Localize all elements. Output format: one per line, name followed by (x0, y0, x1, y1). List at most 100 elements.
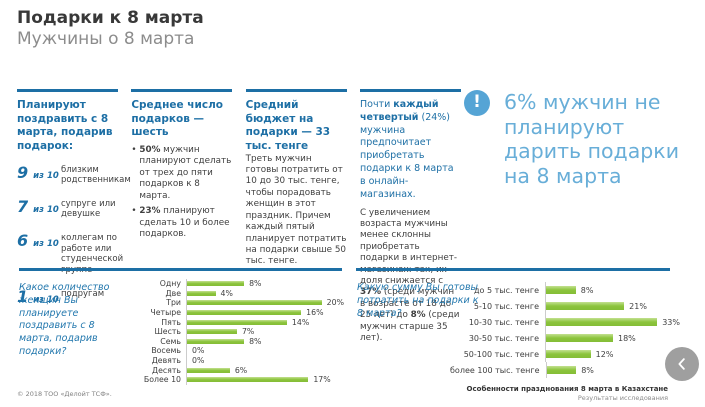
chart-gift-count: Одну 8% Две 4% Три 20% Четыре 16% Пять 14% Шесть 7%… (128, 279, 344, 385)
bar-label: более 100 тыс. тенге (450, 365, 540, 375)
chart-bar-row: 5-10 тыс. тенге 21% (450, 298, 680, 314)
bullet-list: • 50% мужчин планируют сделать от трех до… (131, 145, 232, 240)
bar (187, 319, 287, 325)
bar-track: 8% (186, 279, 344, 289)
column-text: Треть мужчин готовы потратить от 10 до 3… (245, 153, 347, 267)
bar (187, 290, 216, 296)
bar-value: 33% (662, 317, 680, 327)
bullet-item: • 50% мужчин планируют сделать от трех до… (131, 145, 232, 201)
prev-slide-button[interactable] (665, 347, 699, 381)
document-subtitle: Результаты исследования (577, 394, 668, 402)
bar (546, 334, 613, 342)
bar-label: 5-10 тыс. тенге (473, 301, 539, 311)
key-fact-text: 6% мужчин не планируют дарить подарки на… (504, 90, 680, 188)
bar-track: 8% (545, 282, 680, 298)
info-column-avg-count: Среднее число подарков — шесть • 50% мужч… (131, 89, 233, 265)
bullet-icon: • (131, 206, 137, 217)
chart-bar-row: Девять 0% (128, 355, 344, 366)
document-meta: Особенности празднования 8 марта в Казах… (467, 385, 668, 402)
bar-value: 8% (249, 336, 262, 346)
bar-value: 14% (291, 317, 310, 327)
bar-track: 33% (545, 314, 680, 330)
bullet-item: • 23% планируют сделать 10 и более подарк… (131, 206, 230, 239)
bar (187, 367, 230, 373)
ratio-stat-row: 7 из 10 супруге или девушке (17, 197, 118, 220)
bar-value: 6% (234, 365, 248, 375)
ratio-value: 6 из 10 (17, 231, 59, 251)
bar-value: 0% (192, 356, 205, 366)
bar (546, 318, 658, 326)
bar-value: 8% (581, 365, 594, 375)
chart-bar-row: Шесть 7% (128, 326, 344, 337)
info-columns: Планируют поздравить с 8 марта, подарив … (17, 89, 461, 343)
bar-label: 30-50 тыс. тенге (468, 333, 539, 343)
bar-track: 20% (186, 298, 344, 308)
chevron-left-icon (673, 355, 691, 373)
bar-label: Более 10 (143, 375, 181, 385)
chart-bar-row: до 5 тыс. тенге 8% (450, 282, 680, 298)
question-gift-count: Какое количество женщин Вы планируете по… (19, 282, 110, 358)
chart-bar-row: Одну 8% (128, 279, 344, 289)
bar-track: 0% (186, 346, 344, 356)
bullet-icon: • (131, 145, 137, 155)
ratio-label: близким родственникам (61, 164, 131, 186)
page-subtitle: Мужчины о 8 марта (17, 29, 195, 49)
bar-track: 6% (186, 365, 344, 375)
column-text-highlighted: Почти каждый четвертый (24%) мужчина пре… (359, 99, 454, 200)
chart-bar-row: 10-30 тыс. тенге 33% (450, 314, 680, 330)
bar (187, 338, 245, 344)
divider-right (356, 268, 670, 271)
bar (187, 377, 309, 383)
bar-value: 17% (313, 375, 331, 385)
ratio-value: 7 из 10 (17, 196, 59, 216)
divider-left (19, 268, 342, 271)
bar (546, 366, 577, 374)
chart-bar-row: Три 20% (128, 298, 344, 308)
bar-label: Четыре (150, 308, 181, 318)
ratio-stat-row: 9 из 10 близким родственникам (17, 162, 131, 186)
bar-label: Пять (161, 317, 181, 327)
chart-bar-row: Две 4% (128, 288, 344, 299)
bar-track: 4% (186, 288, 344, 299)
page-title: Подарки к 8 марта (17, 8, 204, 28)
bar-value: 8% (249, 279, 262, 289)
bar-label: Три (166, 298, 181, 308)
bar-value: 4% (220, 288, 233, 298)
bar-label: Семь (160, 336, 181, 346)
column-text: С увеличением возраста мужчины менее скл… (359, 207, 460, 344)
info-column-plan: Планируют поздравить с 8 марта, подарив … (17, 89, 131, 306)
bar-label: Девять (151, 356, 181, 366)
bar-label: Две (165, 288, 181, 298)
chart-bar-row: Более 10 17% (128, 374, 344, 385)
bar-label: Десять (151, 365, 181, 375)
bar (546, 302, 625, 310)
column-heading: Средний бюджет на подарки — 33 тыс. тенг… (245, 99, 331, 152)
bar-label: 10-30 тыс. тенге (468, 317, 539, 327)
key-fact: ! 6% мужчин не планируют дарить подарки … (464, 90, 689, 188)
bar-value: 20% (326, 298, 344, 308)
chart-bar-row: 50-100 тыс. тенге 12% (450, 346, 680, 362)
ratio-label: супруге или девушке (61, 198, 116, 220)
info-column-online: Почти каждый четвертый (24%) мужчина пре… (359, 89, 461, 343)
ratio-value: 1 из 10 (17, 286, 59, 306)
bar-track: 8% (545, 362, 680, 378)
bar-value: 21% (629, 301, 647, 311)
bar-label: Восемь (151, 346, 181, 356)
chart-bar-row: Семь 8% (128, 336, 344, 347)
bar-track: 14% (186, 317, 344, 327)
chart-bar-row: более 100 тыс. тенге 8% (450, 362, 680, 378)
bar (546, 286, 576, 294)
chart-bar-row: Десять 6% (128, 365, 344, 375)
bar (187, 329, 237, 335)
ratio-value: 9 из 10 (17, 162, 59, 182)
column-heading: Планируют поздравить с 8 марта, подарив … (17, 99, 113, 152)
bar-track: 8% (186, 336, 344, 347)
bar (187, 300, 322, 306)
chart-bar-row: 30-50 тыс. тенге 18% (450, 330, 680, 346)
chart-bar-row: Восемь 0% (128, 346, 344, 356)
bar-track: 0% (186, 355, 344, 366)
bar-label: до 5 тыс. тенге (474, 285, 539, 295)
exclamation-icon: ! (464, 90, 490, 116)
bar-track: 18% (545, 330, 680, 346)
bar-value: 7% (241, 327, 255, 337)
